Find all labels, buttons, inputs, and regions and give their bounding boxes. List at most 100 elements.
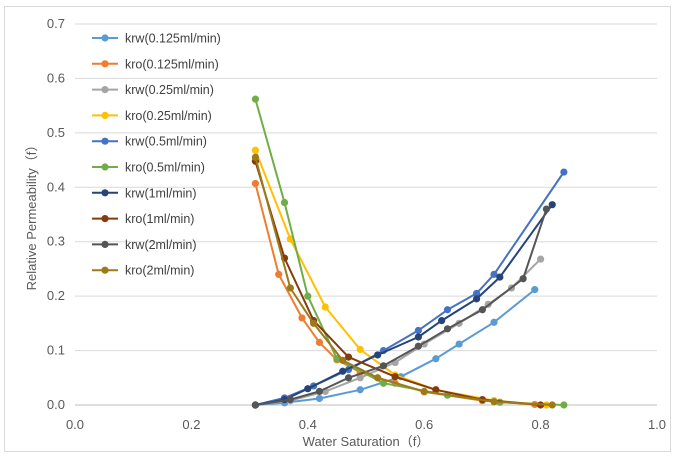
data-point xyxy=(356,386,364,394)
data-point xyxy=(455,340,463,348)
data-point xyxy=(379,379,388,387)
data-point xyxy=(251,401,260,409)
legend-label: kro(0.25ml/min) xyxy=(125,109,212,123)
series-line xyxy=(254,157,553,406)
legend-entry: krw(0.125ml/min) xyxy=(92,32,221,46)
series-9 xyxy=(251,153,556,409)
data-point xyxy=(251,95,260,103)
legend-entry: kro(1ml/min) xyxy=(92,212,194,226)
series-line xyxy=(255,204,554,406)
y-tick-label: 0.0 xyxy=(47,397,65,412)
legend-entry: kro(2ml/min) xyxy=(92,264,194,278)
y-axis-title: Relative Permeability（f） xyxy=(24,139,39,291)
data-point xyxy=(548,201,556,209)
data-point xyxy=(537,255,545,263)
chart-border xyxy=(4,6,671,452)
data-point xyxy=(472,289,481,298)
x-tick-label: 0.2 xyxy=(182,417,200,432)
series-6 xyxy=(251,201,556,409)
data-point xyxy=(560,401,568,409)
legend-label: krw(0.25ml/min) xyxy=(125,83,214,97)
legend-marker xyxy=(101,86,109,94)
data-point xyxy=(251,146,260,154)
legend-marker xyxy=(101,215,109,223)
data-point xyxy=(414,326,422,335)
legend-label: kro(2ml/min) xyxy=(125,264,194,278)
axes: 0.0 0.1 0.2 0.3 0.4 0.5 0.6 0.7 0.0 0.2 0.4 0.6 0.8 1… xyxy=(47,16,666,432)
data-point xyxy=(490,270,498,278)
legend-entry: krw(0.5ml/min) xyxy=(92,135,207,149)
data-point xyxy=(304,292,312,300)
y-tick-label: 0.6 xyxy=(47,70,65,85)
legend-marker xyxy=(101,266,109,274)
y-tick-label: 0.4 xyxy=(47,179,65,194)
data-point xyxy=(472,295,481,303)
x-tick-label: 0.4 xyxy=(299,417,317,432)
legend-marker xyxy=(101,240,109,248)
data-point xyxy=(490,398,498,406)
legend-label: kro(0.125ml/min) xyxy=(125,57,219,71)
data-point xyxy=(315,387,324,395)
x-tick-label: 0.0 xyxy=(66,417,84,432)
data-point xyxy=(356,374,364,382)
data-point xyxy=(344,353,353,361)
y-tick-label: 0.2 xyxy=(47,288,65,303)
legend-label: krw(2ml/min) xyxy=(125,238,197,252)
data-point xyxy=(280,198,289,207)
y-tick-label: 0.3 xyxy=(47,234,65,249)
gridlines xyxy=(75,23,657,352)
data-point xyxy=(333,355,341,363)
legend-label: krw(0.5ml/min) xyxy=(125,135,207,149)
data-point xyxy=(251,179,260,188)
legend: krw(0.125ml/min) kro(0.125ml/min) krw(0.25… xyxy=(92,32,221,278)
data-point xyxy=(344,374,353,382)
data-point xyxy=(304,385,312,393)
data-point xyxy=(298,314,306,322)
data-point xyxy=(391,373,399,381)
y-tick-label: 0.1 xyxy=(47,343,65,358)
data-point xyxy=(438,317,446,325)
data-point xyxy=(251,153,260,161)
series-group xyxy=(251,95,568,409)
data-point xyxy=(286,284,294,292)
legend-entry: kro(0.25ml/min) xyxy=(92,109,212,123)
data-point xyxy=(321,303,329,311)
legend-marker xyxy=(101,111,109,119)
legend-marker xyxy=(101,34,109,42)
data-point xyxy=(414,342,422,350)
data-point xyxy=(443,325,452,333)
legend-marker xyxy=(101,137,109,145)
data-point xyxy=(315,394,324,403)
legend-entry: krw(0.25ml/min) xyxy=(92,83,214,97)
data-point xyxy=(542,205,551,213)
data-point xyxy=(414,333,422,341)
data-point xyxy=(560,168,568,176)
data-point xyxy=(339,367,347,375)
data-point xyxy=(356,345,364,354)
series-line xyxy=(255,208,548,406)
legend-entry: krw(1ml/min) xyxy=(92,186,197,200)
legend-marker xyxy=(101,189,109,197)
data-point xyxy=(339,356,347,364)
data-point xyxy=(310,319,318,327)
legend-marker xyxy=(101,163,109,171)
data-point xyxy=(548,401,556,409)
data-point xyxy=(286,395,294,404)
data-point xyxy=(496,273,504,281)
data-point xyxy=(519,275,527,283)
x-tick-label: 1.0 xyxy=(648,417,666,432)
legend-marker xyxy=(101,60,109,68)
x-tick-label: 0.8 xyxy=(532,417,550,432)
data-point xyxy=(478,306,486,314)
legend-entry: krw(2ml/min) xyxy=(92,238,197,252)
data-point xyxy=(432,386,440,394)
data-point xyxy=(379,362,388,370)
legend-entry: kro(0.125ml/min) xyxy=(92,57,219,71)
data-point xyxy=(531,286,539,294)
data-point xyxy=(275,270,283,278)
x-axis-title: Water Saturation（f） xyxy=(303,434,430,449)
legend-label: kro(0.5ml/min) xyxy=(125,161,205,175)
data-point xyxy=(432,355,440,363)
